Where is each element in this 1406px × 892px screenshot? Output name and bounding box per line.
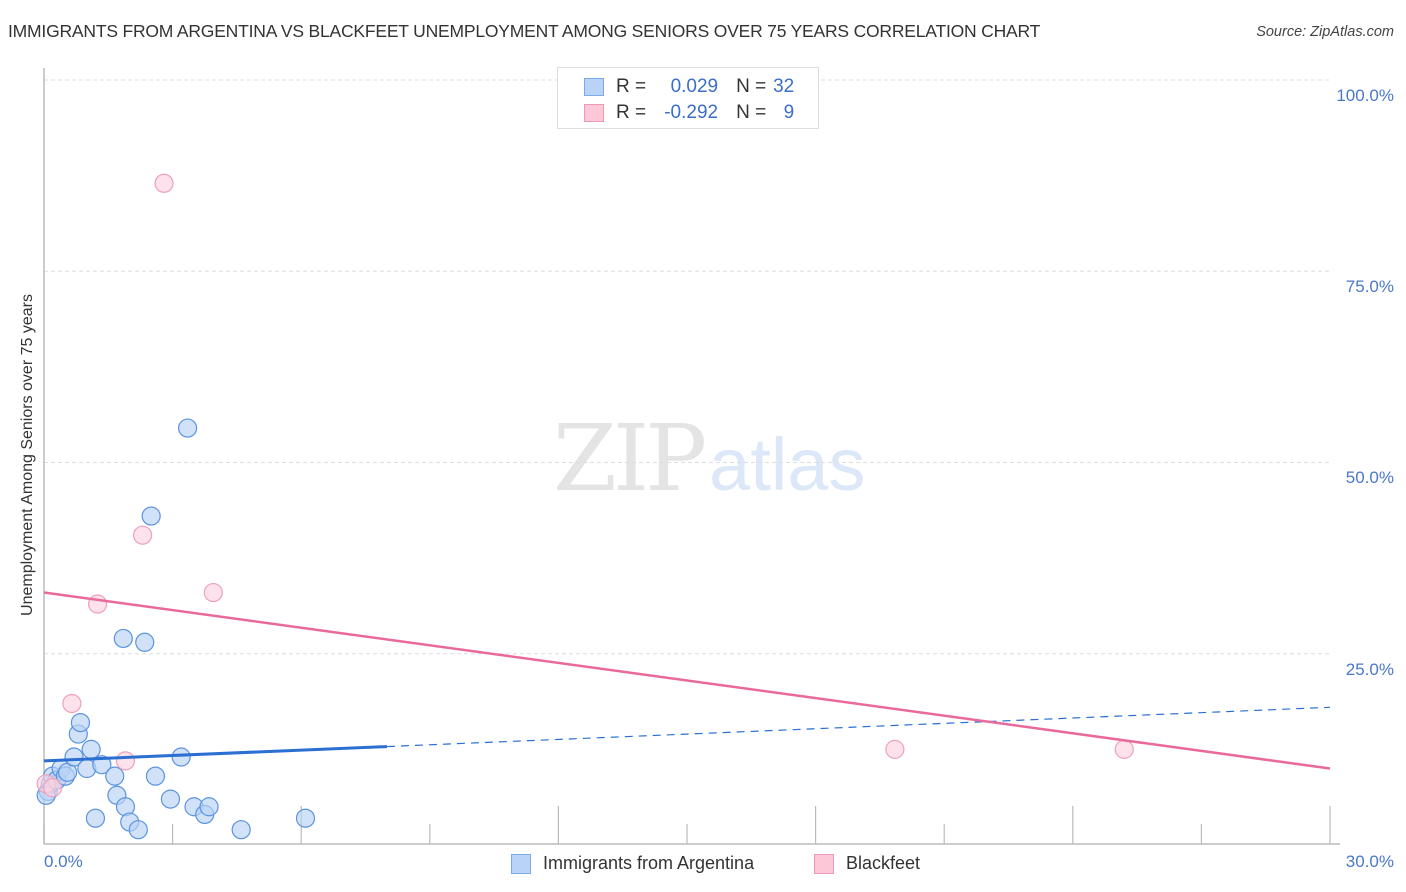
- argentina-point: [141, 506, 161, 526]
- argentina-point: [105, 766, 125, 786]
- x-tick-min: 0.0%: [44, 852, 83, 871]
- y-tick-100: 100.0%: [1336, 86, 1394, 105]
- argentina-point: [113, 628, 133, 649]
- argentina-trend-extension: [386, 706, 1331, 748]
- trend-lines: [43, 591, 1331, 770]
- r-label: R =: [616, 76, 647, 97]
- y-axis-label: Unemployment Among Seniors over 75 years: [19, 294, 36, 616]
- blackfeet-point: [62, 693, 82, 714]
- y-tick-75: 75.0%: [1345, 277, 1394, 296]
- argentina-point: [128, 820, 148, 840]
- watermark-zip: ZIP: [553, 405, 707, 512]
- blackfeet-legend-label: Blackfeet: [846, 853, 921, 873]
- n-label: N =: [736, 76, 767, 97]
- y-tick-25: 25.0%: [1345, 660, 1394, 679]
- argentina-trend-line: [43, 745, 387, 763]
- n-label: N =: [736, 102, 767, 123]
- blackfeet-point: [203, 582, 223, 603]
- argentina-point: [81, 739, 101, 759]
- argentina-points: [36, 418, 316, 840]
- argentina-point: [178, 418, 198, 438]
- blackfeet-point: [154, 173, 174, 193]
- argentina-point: [145, 766, 166, 786]
- zipatlas-watermark: ZIPatlas: [553, 405, 865, 512]
- blackfeet-point: [115, 751, 136, 771]
- argentina-legend-label: Immigrants from Argentina: [543, 853, 755, 873]
- y-tick-50: 50.0%: [1345, 468, 1394, 487]
- argentina-point: [64, 747, 84, 767]
- source-credit: Source: ZipAtlas.com: [1256, 24, 1394, 40]
- blackfeet-point: [87, 594, 108, 614]
- blackfeet-trend-line: [43, 591, 1331, 770]
- blackfeet-points: [36, 173, 1134, 798]
- argentina-point: [135, 632, 155, 652]
- x-tick-max: 30.0%: [1345, 852, 1394, 871]
- r-label: R =: [616, 102, 647, 123]
- legend-row-blackfeet: R = -0.292 N = 9: [584, 101, 794, 125]
- argentina-point: [70, 712, 91, 733]
- argentina-swatch-icon: [584, 78, 604, 96]
- argentina-point: [171, 747, 191, 767]
- argentina-swatch-icon: [511, 853, 531, 874]
- argentina-point: [160, 789, 181, 809]
- blackfeet-point: [885, 739, 905, 759]
- blackfeet-point: [1114, 739, 1134, 759]
- legend-row-argentina: R = 0.029 N = 32: [584, 75, 794, 99]
- watermark-atlas: atlas: [709, 423, 866, 506]
- correlation-legend: R = 0.029 N = 32 R = -0.292 N = 9: [557, 67, 819, 129]
- r-value: 0.029: [670, 76, 719, 97]
- argentina-point: [295, 808, 316, 828]
- axes: [43, 68, 1340, 845]
- gridlines: [44, 79, 1330, 655]
- argentina-point: [85, 808, 106, 828]
- blackfeet-swatch-icon: [814, 853, 834, 874]
- bottom-legend-blackfeet[interactable]: Blackfeet: [814, 853, 920, 874]
- r-value: -0.292: [664, 102, 719, 123]
- argentina-point: [199, 797, 219, 817]
- blackfeet-point: [132, 525, 153, 545]
- argentina-point: [92, 755, 112, 775]
- blackfeet-point: [42, 778, 63, 798]
- argentina-point: [231, 820, 251, 840]
- blackfeet-swatch-icon: [584, 104, 604, 122]
- bottom-legend-argentina[interactable]: Immigrants from Argentina: [511, 853, 754, 874]
- n-value: 9: [783, 102, 795, 123]
- n-value: 32: [773, 76, 795, 97]
- chart-title: IMMIGRANTS FROM ARGENTINA VS BLACKFEET U…: [8, 21, 1041, 41]
